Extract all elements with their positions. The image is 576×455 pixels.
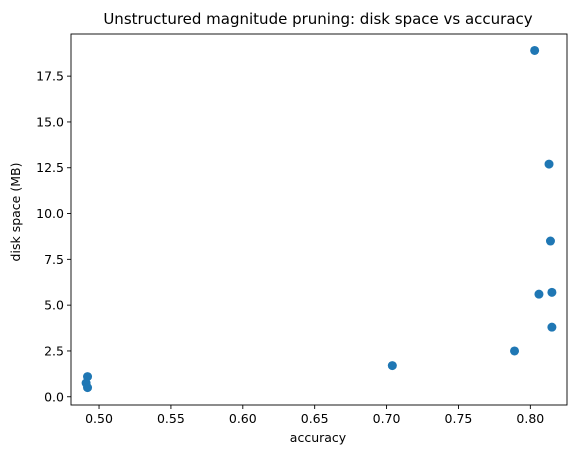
y-axis-label: disk space (MB) [8, 163, 23, 262]
x-tick-label: 0.75 [445, 411, 473, 426]
data-point [547, 323, 556, 332]
x-tick-label: 0.55 [157, 411, 185, 426]
y-tick-label: 7.5 [44, 252, 64, 267]
axes-frame [71, 34, 567, 405]
y-tick-label: 10.0 [36, 206, 64, 221]
x-tick-label: 0.60 [229, 411, 257, 426]
data-point [545, 160, 554, 169]
data-point [388, 361, 397, 370]
x-tick-label: 0.50 [85, 411, 113, 426]
y-tick-label: 17.5 [36, 69, 64, 84]
x-tick-label: 0.65 [301, 411, 329, 426]
y-tick-label: 5.0 [44, 298, 64, 313]
y-tick-label: 15.0 [36, 114, 64, 129]
data-point [534, 290, 543, 299]
data-point [510, 346, 519, 355]
x-tick-label: 0.70 [373, 411, 401, 426]
data-point [530, 46, 539, 55]
y-tick-label: 2.5 [44, 343, 64, 358]
y-tick-label: 12.5 [36, 160, 64, 175]
data-point [546, 237, 555, 246]
x-tick-label: 0.80 [516, 411, 544, 426]
plot-area: 0.50 0.55 0.60 0.65 0.70 0.75 0.80 0.0 2.5 5.0 7.5… [36, 34, 567, 426]
data-point [547, 288, 556, 297]
y-tick-label: 0.0 [44, 389, 64, 404]
x-axis-label: accuracy [290, 430, 347, 445]
data-point [83, 383, 92, 392]
chart-title: Unstructured magnitude pruning: disk spa… [103, 10, 532, 28]
